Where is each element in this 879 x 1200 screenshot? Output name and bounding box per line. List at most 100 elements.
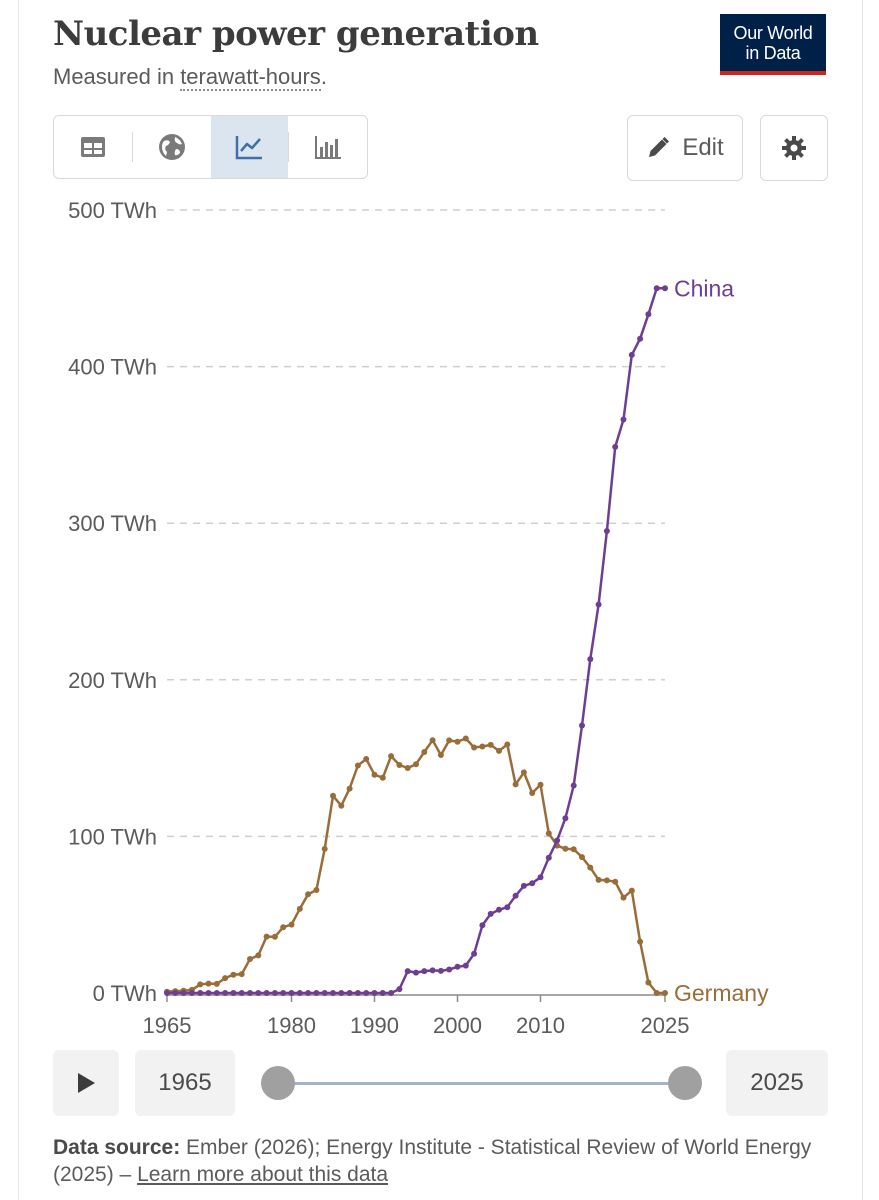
bar-chart-icon [315, 136, 342, 159]
x-tick-label: 1965 [143, 1013, 192, 1038]
view-tabs [53, 115, 368, 179]
logo-line-2: in Data [745, 43, 801, 63]
start-year-handle[interactable] [261, 1066, 295, 1100]
data-point-china [321, 990, 328, 996]
data-point-china [437, 967, 444, 974]
settings-button[interactable] [760, 115, 828, 181]
source-label: Data source: [53, 1136, 181, 1159]
tab-separator [288, 132, 290, 162]
data-point-china [330, 990, 336, 996]
data-point-china [479, 922, 486, 929]
line-chart[interactable]: 0 TWh 100 TWh 200 TWh 300 TWh 400 TWh 500 TWh… [0, 195, 879, 1040]
timeline-track[interactable] [280, 1082, 685, 1085]
data-point-china [603, 528, 610, 534]
data-point-germany [645, 979, 652, 986]
data-point-germany [338, 802, 345, 809]
data-point-china [595, 601, 602, 608]
data-point-germany [247, 956, 253, 962]
globe-icon [158, 134, 185, 160]
data-source: Data source: Ember (2026); Energy Instit… [53, 1134, 813, 1188]
tab-table[interactable] [54, 116, 132, 178]
play-button[interactable] [53, 1050, 119, 1116]
data-point-germany [222, 975, 229, 982]
logo-line-1: Our World [733, 23, 813, 43]
start-year-box[interactable]: 1965 [135, 1050, 235, 1116]
data-point-germany [603, 877, 610, 884]
data-point-germany [354, 762, 361, 769]
chart-title: Nuclear power generation [53, 14, 539, 54]
source-text: Ember (2026); Energy Institute - Statist… [53, 1136, 812, 1186]
data-point-china [346, 990, 353, 996]
data-point-germany [454, 738, 461, 745]
data-point-china [554, 837, 561, 844]
series-line-china [167, 287, 665, 995]
play-icon [78, 1073, 95, 1093]
x-tick-label: 2000 [433, 1013, 482, 1038]
edit-button[interactable]: Edit [627, 115, 743, 181]
owid-logo[interactable]: Our World in Data [720, 14, 826, 75]
data-point-china [529, 880, 536, 887]
data-point-china [512, 892, 519, 899]
x-tick-label: 1990 [350, 1013, 399, 1038]
y-tick-label: 0 TWh [93, 981, 157, 1006]
data-point-germany [496, 747, 502, 754]
data-point-china [371, 990, 378, 996]
data-point-china [645, 311, 652, 318]
data-point-china [429, 967, 436, 974]
data-point-china [247, 990, 253, 996]
data-point-china [570, 782, 577, 789]
edit-label: Edit [682, 134, 724, 161]
data-point-germany [288, 921, 295, 928]
x-tick-label: 1980 [267, 1013, 316, 1038]
data-point-china [471, 950, 478, 957]
data-point-china [255, 990, 262, 996]
data-point-germany [437, 752, 444, 758]
data-point-china [587, 656, 594, 663]
timeline-controls: 1965 2025 [0, 1048, 879, 1118]
y-tick-label: 200 TWh [68, 668, 157, 693]
data-point-germany [371, 771, 378, 778]
data-point-china [164, 990, 170, 996]
data-point-germany [421, 749, 428, 755]
data-point-germany [321, 845, 328, 852]
data-point-china [205, 990, 212, 996]
data-point-germany [570, 846, 577, 853]
gear-icon [782, 136, 806, 160]
end-year-box[interactable]: 2025 [726, 1050, 828, 1116]
data-point-germany [213, 980, 220, 987]
data-point-germany [628, 887, 635, 894]
data-point-china [263, 990, 270, 996]
data-point-china [504, 904, 511, 911]
data-point-china [180, 990, 187, 996]
data-point-china [305, 990, 312, 996]
tab-map[interactable] [133, 116, 211, 178]
data-point-germany [595, 876, 602, 883]
tab-bar-chart[interactable] [289, 116, 367, 178]
data-point-china [188, 990, 195, 996]
data-point-china [662, 285, 668, 292]
unit-tooltip-link[interactable]: terawatt-hours [180, 64, 321, 91]
tab-line-chart[interactable] [210, 116, 289, 178]
data-point-germany [197, 981, 204, 988]
y-tick-label: 100 TWh [68, 824, 157, 849]
data-point-germany [537, 781, 544, 788]
data-point-germany [296, 905, 303, 912]
data-point-germany [620, 894, 627, 901]
data-point-germany [404, 765, 411, 771]
data-point-china [520, 882, 527, 889]
data-point-china [496, 906, 502, 913]
data-point-germany [305, 891, 312, 898]
learn-more-link[interactable]: Learn more about this data [137, 1163, 389, 1186]
data-point-germany [446, 737, 453, 744]
data-point-germany [512, 781, 519, 788]
y-tick-label: 300 TWh [68, 511, 157, 536]
data-point-germany [396, 762, 403, 768]
end-year-handle[interactable] [668, 1066, 702, 1100]
data-point-china [213, 990, 220, 996]
data-point-germany [429, 737, 436, 744]
data-point-germany [562, 845, 569, 852]
chart-subtitle: Measured in terawatt-hours. [53, 64, 327, 91]
data-point-china [230, 990, 237, 996]
line-chart-icon [236, 136, 263, 160]
data-point-germany [238, 971, 245, 978]
